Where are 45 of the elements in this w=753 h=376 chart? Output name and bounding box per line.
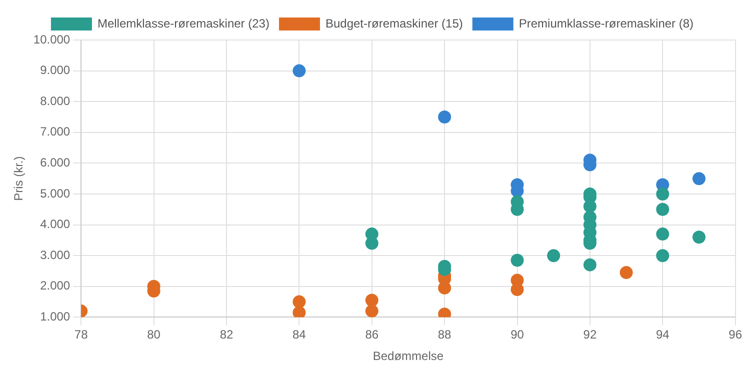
x-tick-label: 88 xyxy=(438,328,452,342)
y-tick-label: 8.000 xyxy=(40,94,70,108)
point xyxy=(583,200,596,213)
x-tick-label: 94 xyxy=(656,328,670,342)
legend-label: Premiumklasse-røremaskiner (8) xyxy=(518,16,694,30)
x-tick-label: 82 xyxy=(220,328,234,342)
point xyxy=(620,266,633,280)
point xyxy=(365,304,378,318)
point xyxy=(656,202,670,216)
point xyxy=(510,254,524,267)
x-axis-title: Bedømmelse xyxy=(372,349,444,364)
y-tick-label: 6.000 xyxy=(40,156,70,170)
point xyxy=(292,295,306,308)
y-tick-label: 9.000 xyxy=(40,63,70,78)
point xyxy=(656,228,670,241)
point xyxy=(547,249,560,262)
y-tick-label: 10.000 xyxy=(33,32,70,46)
point xyxy=(438,110,452,124)
point xyxy=(365,294,378,307)
point xyxy=(292,306,306,318)
point xyxy=(656,249,670,262)
x-tick-label: 80 xyxy=(147,328,161,342)
y-tick-label: 5.000 xyxy=(40,186,70,200)
y-tick-label: 1.000 xyxy=(40,310,70,324)
x-tick-label: 78 xyxy=(74,328,88,342)
x-tick-label: 96 xyxy=(728,328,742,342)
point xyxy=(656,188,670,200)
point xyxy=(692,230,706,244)
legend-label: Mellemklasse-røremaskiner (23) xyxy=(97,16,270,30)
point xyxy=(583,258,596,272)
y-tick-label: 4.000 xyxy=(40,217,70,232)
x-tick-label: 86 xyxy=(365,328,379,342)
y-tick-label: 3.000 xyxy=(40,248,70,262)
y-tick-label: 7.000 xyxy=(40,124,70,139)
x-tick-label: 84 xyxy=(292,328,306,342)
point xyxy=(692,172,706,186)
y-axis-title: Pris (kr.) xyxy=(12,156,26,201)
point xyxy=(292,64,306,78)
x-tick-label: 90 xyxy=(510,328,524,342)
y-tick-label: 2.000 xyxy=(40,278,70,293)
x-tick-label: 92 xyxy=(583,328,597,342)
point xyxy=(510,282,524,296)
point xyxy=(365,236,378,250)
legend-label: Budget-røremaskiner (15) xyxy=(325,16,463,30)
point xyxy=(438,281,452,294)
